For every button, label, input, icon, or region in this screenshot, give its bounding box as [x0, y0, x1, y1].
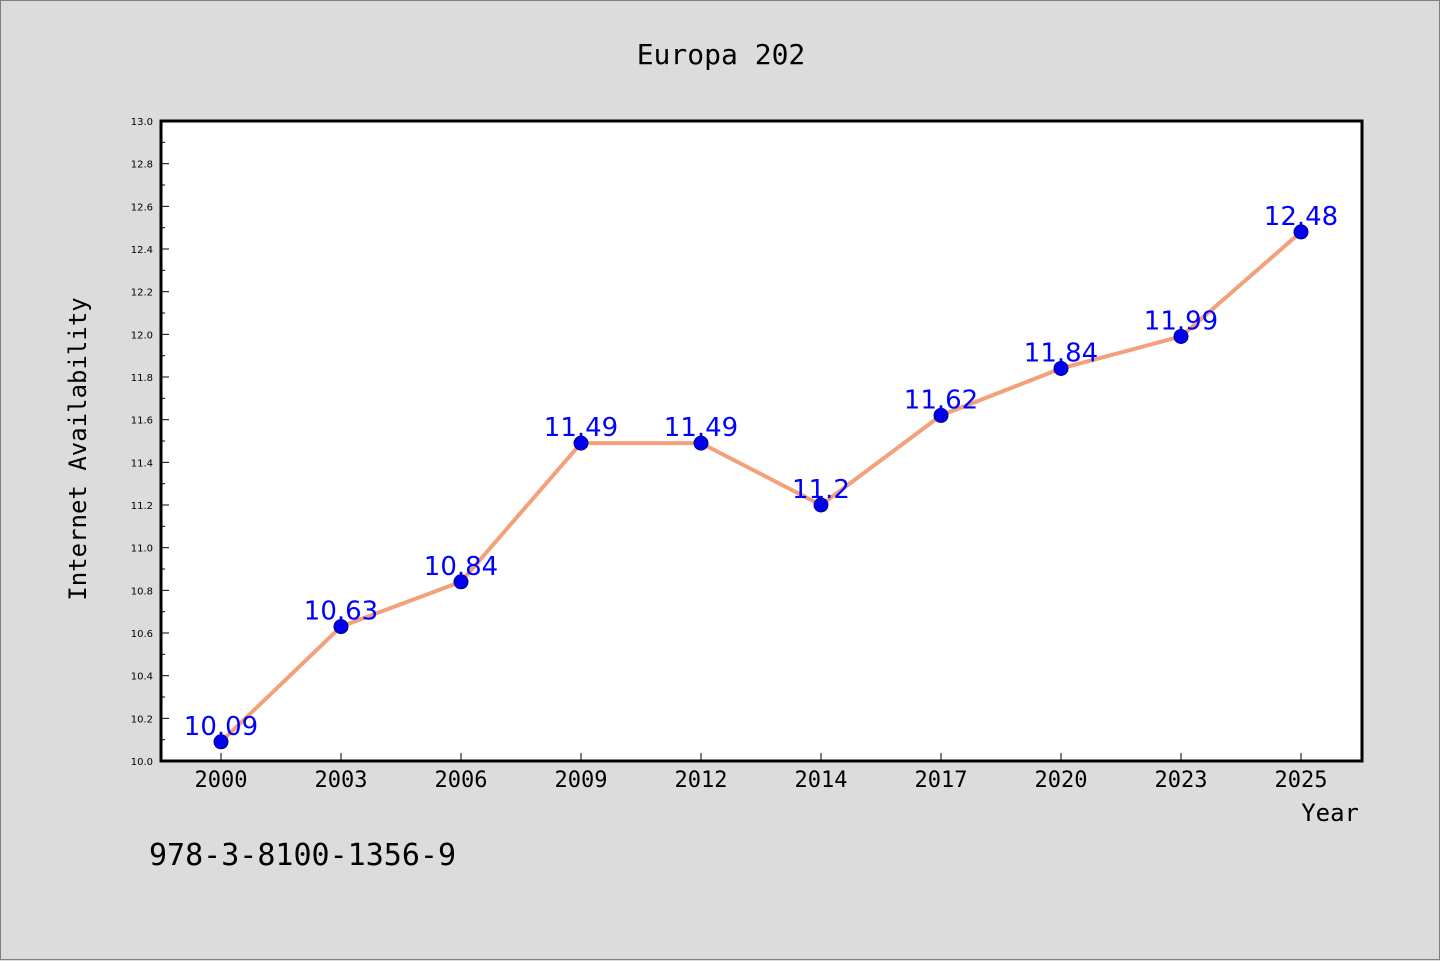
- y-tick-label: 11.4: [131, 458, 153, 469]
- y-tick-label: 10.0: [131, 757, 153, 768]
- data-label: 10.63: [304, 597, 378, 627]
- y-tick-label: 11.2: [131, 501, 153, 512]
- y-tick-label: 12.8: [131, 160, 153, 171]
- series-line: [213, 224, 1309, 750]
- data-label: 11.99: [1144, 306, 1218, 336]
- y-tick-label: 12.2: [131, 288, 153, 299]
- x-tick-label: 2003: [315, 768, 368, 793]
- data-point: [1173, 328, 1189, 344]
- data-label: 10.09: [184, 712, 258, 742]
- data-point: [573, 435, 589, 451]
- x-tick-label: 2012: [675, 768, 728, 793]
- y-tick-label: 12.0: [131, 330, 153, 341]
- y-tick-label: 10.6: [131, 629, 153, 640]
- data-point: [1293, 224, 1309, 240]
- x-axis: 2000 2003 2006 2009 2012 2014 2017 2020 2023 2025: [195, 753, 1328, 793]
- x-tick-label: 2000: [195, 768, 248, 793]
- data-label: 11.2: [792, 475, 850, 505]
- data-point: [333, 619, 349, 635]
- y-tick-label: 12.4: [131, 245, 153, 256]
- y-axis: 10.0 10.2 10.4 10.6 10.8 11.0 11.2 11.4 11.6 11.8…: [131, 117, 169, 768]
- x-tick-label: 2009: [555, 768, 608, 793]
- y-tick-label: 12.6: [131, 202, 153, 213]
- y-tick-label: 10.4: [131, 672, 153, 683]
- chart-title: Europa 202: [637, 38, 806, 71]
- data-label: 11.62: [904, 385, 978, 415]
- data-label: 11.49: [664, 413, 738, 443]
- y-tick-label: 11.8: [131, 373, 153, 384]
- y-tick-label: 13.0: [131, 117, 153, 128]
- y-tick-label: 11.6: [131, 416, 153, 427]
- isbn-text: 978-3-8100-1356-9: [149, 838, 456, 873]
- data-labels: 10.09 10.63 10.84 11.49 11.49 11.2 11.62 11.84 1…: [184, 202, 1338, 742]
- data-label: 10.84: [424, 552, 498, 582]
- series-path: [219, 230, 1303, 744]
- x-tick-label: 2025: [1275, 768, 1328, 793]
- x-tick-label: 2017: [915, 768, 968, 793]
- data-point: [813, 497, 829, 513]
- y-tick-label: 10.2: [131, 714, 153, 725]
- data-point: [693, 435, 709, 451]
- x-tick-label: 2006: [435, 768, 488, 793]
- y-tick-label: 10.8: [131, 586, 153, 597]
- data-label: 11.84: [1024, 338, 1098, 368]
- x-axis-label: Year: [1301, 799, 1359, 827]
- data-point: [213, 734, 229, 750]
- data-label: 12.48: [1264, 202, 1338, 232]
- y-axis-label: Internet Availability: [64, 297, 92, 600]
- x-tick-label: 2020: [1035, 768, 1088, 793]
- data-point: [453, 574, 469, 590]
- data-point: [933, 407, 949, 423]
- y-tick-label: 11.0: [131, 544, 153, 555]
- data-label: 11.49: [544, 413, 618, 443]
- data-point: [1053, 360, 1069, 376]
- x-tick-label: 2014: [795, 768, 848, 793]
- x-tick-label: 2023: [1155, 768, 1208, 793]
- plot-area: [159, 119, 1364, 763]
